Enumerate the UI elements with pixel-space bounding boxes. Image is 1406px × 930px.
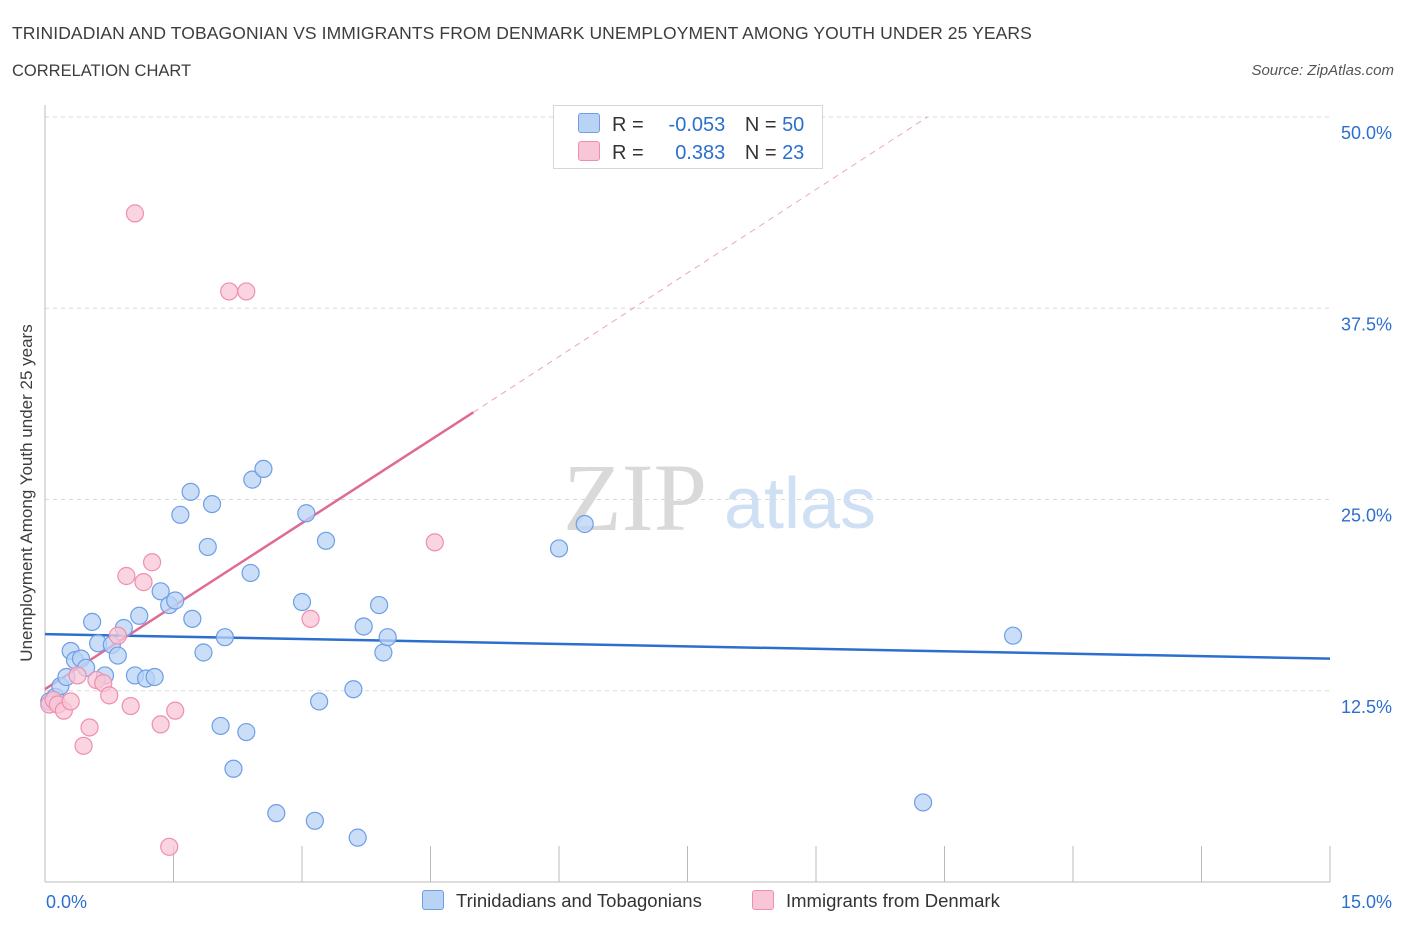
legend-r-value: -0.053	[668, 114, 726, 136]
tick-labels: 12.5% 25.0% 37.5% 50.0% 0.0% 15.0%	[46, 123, 1392, 912]
point-denmark	[151, 715, 170, 734]
bottom-legend-label: Trinidadians and Tobagonians	[456, 890, 702, 911]
correlation-legend: R = -0.053 N = 50 R = 0.383 N = 23	[553, 105, 823, 169]
legend-n-label: N =	[744, 142, 777, 164]
y-tick-label: 12.5%	[1341, 697, 1392, 717]
y-axis-label: Unemployment Among Youth under 25 years	[17, 324, 36, 662]
point-trinidadians	[241, 563, 260, 583]
watermark: ZIP atlas	[563, 444, 876, 551]
point-trinidadians	[374, 643, 393, 662]
trend-lines	[44, 116, 1331, 691]
bottom-legend-item-trinidadians: Trinidadians and Tobagonians	[422, 890, 702, 912]
point-trinidadians	[151, 582, 170, 601]
point-trinidadians	[549, 539, 569, 558]
point-trinidadians	[267, 804, 286, 823]
point-denmark	[74, 736, 93, 755]
x-tick-label-min: 0.0%	[46, 892, 87, 912]
y-tick-label: 50.0%	[1341, 123, 1392, 143]
point-trinidadians	[145, 667, 164, 687]
point-denmark	[166, 701, 185, 720]
point-denmark	[237, 282, 256, 301]
x-tick-label-max: 15.0%	[1341, 892, 1392, 912]
legend-row-series2: R = 0.383 N = 23	[578, 141, 804, 165]
point-trinidadians	[254, 459, 273, 478]
point-trinidadians	[370, 595, 389, 615]
point-trinidadians	[194, 643, 213, 662]
chart-subtitle: CORRELATION CHART	[12, 62, 192, 80]
point-denmark	[125, 204, 145, 223]
legend-swatch-blue	[578, 113, 600, 133]
axes	[44, 105, 1331, 883]
legend-swatch-pink	[578, 141, 600, 161]
legend-n-label: N =	[744, 114, 777, 136]
point-trinidadians	[181, 482, 200, 501]
bottom-legend-label: Immigrants from Denmark	[786, 890, 1000, 911]
point-denmark	[80, 718, 99, 737]
point-trinidadians	[354, 617, 373, 636]
trend-line-trinidadians	[44, 632, 1331, 660]
point-trinidadians	[224, 759, 243, 778]
legend-r-label: R =	[612, 142, 644, 164]
point-trinidadians	[316, 531, 336, 550]
point-trinidadians	[344, 680, 363, 699]
point-trinidadians	[237, 722, 256, 742]
bottom-legend-swatch-blue	[422, 890, 444, 910]
point-denmark	[61, 692, 80, 711]
point-denmark	[160, 837, 179, 856]
data-points	[40, 204, 1023, 856]
legend-r-label: R =	[612, 114, 644, 136]
chart-title: TRINIDADIAN AND TOBAGONIAN VS IMMIGRANTS…	[12, 23, 1032, 43]
point-trinidadians	[243, 470, 262, 489]
point-denmark	[425, 533, 444, 552]
point-trinidadians	[171, 505, 190, 524]
legend-row-series1: R = -0.053 N = 50	[578, 113, 804, 137]
point-trinidadians	[166, 591, 185, 610]
bottom-legend-swatch-pink	[752, 890, 774, 910]
legend-n-value: 23	[782, 142, 805, 164]
point-trinidadians	[183, 609, 202, 628]
point-trinidadians	[198, 537, 217, 557]
point-trinidadians	[292, 592, 312, 612]
point-trinidadians	[310, 692, 329, 711]
point-denmark	[108, 626, 127, 645]
point-trinidadians	[305, 811, 324, 830]
point-trinidadians	[130, 606, 149, 625]
point-trinidadians	[378, 628, 397, 647]
point-trinidadians	[83, 612, 102, 632]
point-denmark	[142, 553, 162, 572]
point-trinidadians	[348, 828, 367, 847]
point-denmark	[117, 566, 136, 586]
bottom-legend-item-denmark: Immigrants from Denmark	[752, 890, 1000, 912]
point-trinidadians	[913, 793, 933, 812]
point-denmark	[121, 696, 140, 716]
point-denmark	[134, 573, 153, 592]
legend-n-value: 50	[782, 114, 805, 136]
point-denmark	[301, 609, 320, 628]
point-trinidadians	[211, 716, 230, 736]
point-trinidadians	[575, 514, 594, 534]
watermark-zip: ZIP	[563, 444, 707, 551]
y-tick-label: 25.0%	[1341, 506, 1392, 526]
point-trinidadians	[297, 504, 316, 523]
point-trinidadians	[215, 628, 234, 647]
grid-layer	[45, 116, 1330, 692]
watermark-atlas: atlas	[724, 464, 876, 544]
point-trinidadians	[108, 646, 127, 665]
trend-line-denmark-extension	[473, 116, 928, 413]
point-denmark	[68, 666, 87, 685]
y-tick-label: 37.5%	[1341, 314, 1392, 334]
point-trinidadians	[1003, 626, 1023, 645]
point-trinidadians	[202, 494, 222, 514]
point-denmark	[100, 686, 119, 705]
point-denmark	[220, 282, 239, 301]
source-credit: Source: ZipAtlas.com	[1251, 62, 1394, 79]
legend-r-value: 0.383	[675, 142, 726, 164]
